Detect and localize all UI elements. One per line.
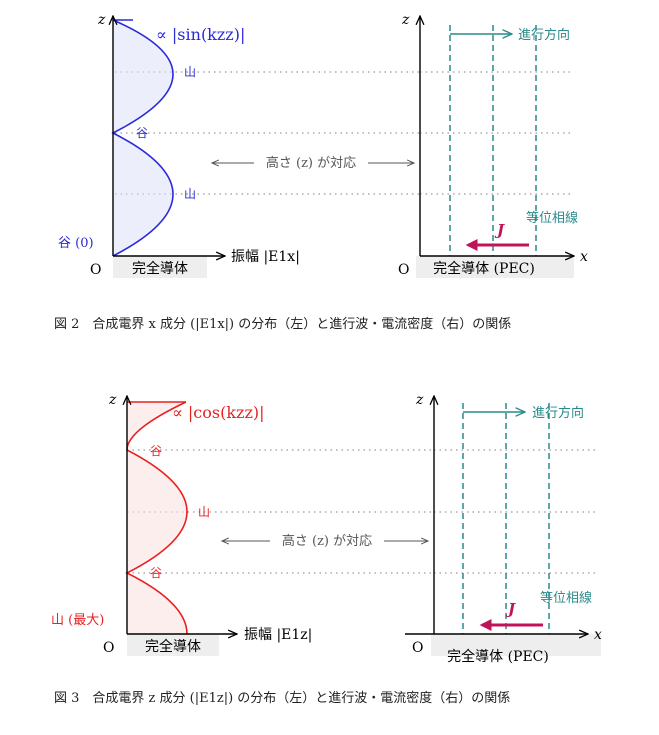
current-label: J <box>505 600 516 618</box>
trough-label: 谷 <box>136 126 148 140</box>
caption: 図 2 合成電界 x 成分 (|E1x|) の分布（左）と進行波・電流密度（右）… <box>54 316 511 332</box>
fig3-left-plot: 完全導体 z ∝ |cos(kzz)| 谷 山 谷 山 (最大) O 振幅 |E… <box>51 392 312 656</box>
peak-label-top: 山 <box>184 65 196 79</box>
z-axis-label: z <box>415 392 424 408</box>
x-axis-label: x <box>594 627 602 643</box>
direction-label: 進行方向 <box>532 405 584 421</box>
z-axis-label: z <box>108 392 117 408</box>
pec-base <box>431 634 601 656</box>
fig3-right-plot: 完全導体 (PEC) 進行方向 等位相線 J z x O <box>405 392 602 665</box>
bottom-label: 山 (最大) <box>51 613 104 628</box>
correspondence-label-bg <box>270 531 384 549</box>
direction-label: 進行方向 <box>518 27 570 43</box>
pec-base-label: 完全導体 <box>132 260 188 277</box>
figure-2: 完全導体 z ∝ |sin(kzz)| 山 谷 山 谷 (0) O 振幅 |E1… <box>54 12 588 332</box>
phase-label: 等位相線 <box>526 210 578 226</box>
current-label: J <box>494 221 505 239</box>
pec-base <box>127 634 219 656</box>
peak-label-bottom: 山 <box>184 187 196 201</box>
origin-label: O <box>103 640 114 656</box>
peak-label: 山 <box>198 505 210 519</box>
sin-curve-fill <box>113 20 173 256</box>
origin-label: O <box>398 262 409 278</box>
trough-label-bottom: 谷 <box>150 566 162 580</box>
fig2-left-plot: 完全導体 z ∝ |sin(kzz)| 山 谷 山 谷 (0) O 振幅 |E1… <box>58 12 300 278</box>
guide-lines <box>115 71 572 195</box>
cos-curve-fill <box>127 402 187 634</box>
z-axis-label: z <box>401 12 410 28</box>
correspondence-label: 高さ (z) が対応 <box>282 533 372 549</box>
pec-base <box>416 256 574 278</box>
amplitude-axis-label: 振幅 |E1z| <box>244 627 312 643</box>
pec-base-label: 完全導体 (PEC) <box>447 648 549 665</box>
formula-label: ∝ |cos(kzz)| <box>172 403 265 422</box>
caption: 図 3 合成電界 z 成分 (|E1z|) の分布（左）と進行波・電流密度（右）… <box>54 690 510 706</box>
correspondence-label-bg <box>254 153 368 171</box>
cos-curve <box>125 401 188 635</box>
x-axis-label: x <box>580 249 588 265</box>
formula-label: ∝ |sin(kzz)| <box>156 25 245 44</box>
correspondence-label: 高さ (z) が対応 <box>266 155 356 171</box>
phase-label: 等位相線 <box>540 590 592 606</box>
z-axis-label: z <box>97 12 106 28</box>
figure-3: 完全導体 z ∝ |cos(kzz)| 谷 山 谷 山 (最大) O 振幅 |E… <box>51 392 602 706</box>
trough-label-top: 谷 <box>150 444 162 458</box>
origin-label: O <box>90 262 101 278</box>
origin-label: O <box>412 640 423 656</box>
bottom-label: 谷 (0) <box>58 236 94 251</box>
phase-lines <box>462 403 550 634</box>
amplitude-axis-label: 振幅 |E1x| <box>231 249 300 265</box>
pec-base-label: 完全導体 (PEC) <box>433 260 535 277</box>
pec-base <box>113 256 207 278</box>
fig2-right-plot: 完全導体 (PEC) 進行方向 等位相線 J z x O <box>398 12 588 278</box>
pec-base-label: 完全導体 <box>145 638 201 655</box>
phase-lines <box>449 25 537 256</box>
